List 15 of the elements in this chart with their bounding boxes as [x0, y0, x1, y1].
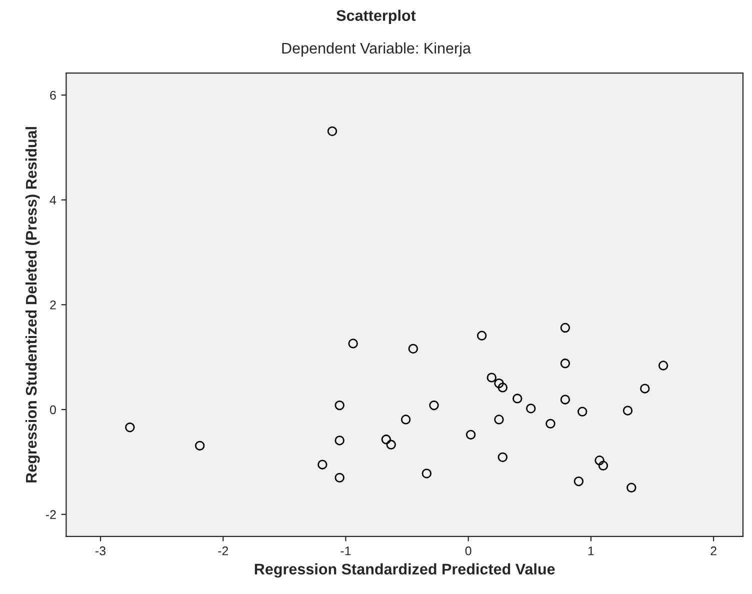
x-tick-label: -1	[340, 546, 351, 556]
chart-title: Scatterplot	[336, 10, 416, 24]
x-axis-title: Regression Standardized Predicted Value	[254, 563, 555, 578]
x-tick-label: 2	[710, 546, 716, 556]
x-tick-label: 1	[588, 546, 594, 556]
y-tick-label: 6	[50, 90, 56, 100]
chart-subtitle: Dependent Variable: Kinerja	[282, 42, 471, 57]
x-tick-label: -2	[218, 546, 228, 556]
y-axis-title: Regression Studentized Deleted (Press) Residual	[25, 127, 40, 482]
x-tick-label: 0	[465, 546, 472, 556]
y-tick-label: -2	[46, 510, 56, 519]
y-tick-label: 4	[50, 196, 56, 204]
y-tick-label: 2	[50, 300, 56, 310]
x-tick-label: -3	[96, 546, 106, 556]
y-tick-label: 0	[50, 405, 56, 414]
